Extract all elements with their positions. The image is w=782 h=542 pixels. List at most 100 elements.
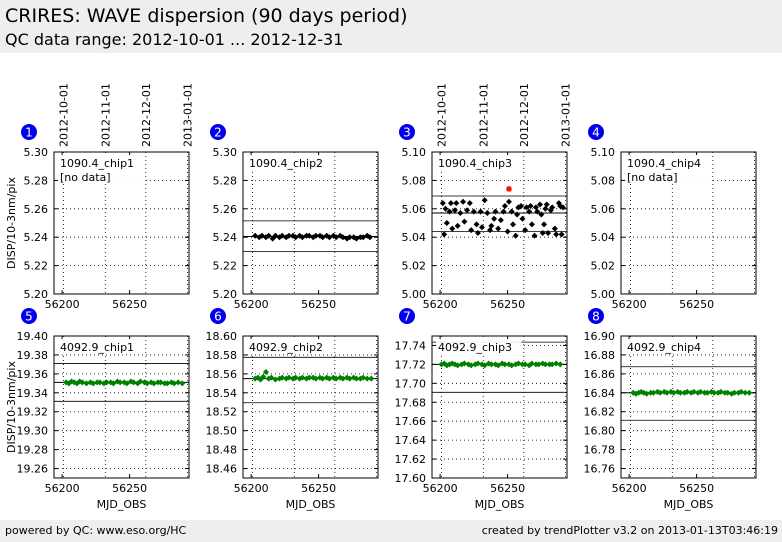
panel-3-data-point xyxy=(559,204,566,211)
panel-4-y-tick-label: 5.00 xyxy=(591,288,616,301)
panel-3-y-tick-label: 5.06 xyxy=(402,203,427,216)
panel-5-data-point xyxy=(157,379,164,386)
panel-7-data-point xyxy=(508,362,515,369)
panel-2-badge xyxy=(210,124,226,140)
panel-3-data-point xyxy=(534,208,541,215)
panel-6-data-point xyxy=(262,368,269,375)
panel-8-data-point xyxy=(643,390,650,397)
page-subtitle: QC data range: 2012-10-01 ... 2012-12-31 xyxy=(5,30,344,49)
panel-1-x-tick-label: 56200 xyxy=(45,298,80,311)
panel-4-y-tick-label: 5.02 xyxy=(591,260,616,273)
panel-3-data-point xyxy=(553,231,560,238)
panel-7-data-point xyxy=(542,361,549,368)
panel-3-date-label: 2012-12-01 xyxy=(518,83,531,147)
panel-6-data-point xyxy=(292,374,299,381)
panel-8-data-point xyxy=(738,388,745,395)
panel-1-y-tick-label: 5.30 xyxy=(24,146,49,159)
panel-5-data-point xyxy=(90,380,97,387)
panel-7-y-tick-label: 17.64 xyxy=(395,434,427,447)
panel-3-data-point xyxy=(541,221,548,228)
panel-2-label: 1090.4_chip2 xyxy=(249,157,323,170)
panel-3-data-point xyxy=(545,229,552,236)
panel-3-data-point xyxy=(478,224,485,231)
panel-1-badge xyxy=(21,124,37,140)
panel-6-x-tick-label: 56250 xyxy=(301,482,336,495)
panel-7-badge-number: 7 xyxy=(403,310,411,324)
panel-5-y-tick-label: 19.32 xyxy=(17,406,49,419)
panel-3-data-point xyxy=(464,207,471,214)
panel-8-badge xyxy=(588,308,604,324)
panel-6-badge xyxy=(210,308,226,324)
panel-6-data-point xyxy=(260,373,267,380)
panel-2-y-tick-label: 5.22 xyxy=(213,260,238,273)
panel-5-data-point xyxy=(150,380,157,387)
panel-8-y-tick-label: 16.76 xyxy=(584,463,616,476)
panel-3-data-point xyxy=(492,208,499,215)
panel-5-data-point xyxy=(96,379,103,386)
panel-5-y-tick-label: 19.38 xyxy=(17,349,49,362)
panel-3-data-point xyxy=(518,202,525,209)
panel-5-y-tick-label: 19.40 xyxy=(17,330,49,343)
panel-8-frame xyxy=(620,335,757,479)
panel-7-data-point xyxy=(501,361,508,368)
panel-3-data-point xyxy=(460,198,467,205)
panel-3-data-point xyxy=(468,227,475,234)
panel-8-data-point xyxy=(670,389,677,396)
panel-2-x-tick-label: 56200 xyxy=(234,298,269,311)
panel-2-data-point xyxy=(285,232,292,239)
panel-3-data-point xyxy=(539,229,546,236)
panel-8-data-point xyxy=(650,389,657,396)
panel-1-y-tick-label: 5.24 xyxy=(24,231,49,244)
panel-4-x-tick-label: 56250 xyxy=(679,298,714,311)
panel-5-data-point xyxy=(164,380,171,387)
footer-created: created by trendPlotter v3.2 on 2013-01-… xyxy=(481,524,778,537)
panel-5-y-tick-label: 19.28 xyxy=(17,444,49,457)
panel-2-data-point xyxy=(312,232,319,239)
panel-7-data-point xyxy=(468,362,475,369)
panel-2-x-tick-label: 56250 xyxy=(301,298,336,311)
panel-5-x-tick-label: 56200 xyxy=(45,482,80,495)
panel-7-frame xyxy=(431,335,568,479)
panel-6-y-tick-label: 18.60 xyxy=(206,330,238,343)
panel-6-data-point xyxy=(353,375,360,382)
panel-3-y-tick-label: 5.00 xyxy=(402,288,427,301)
panel-3-data-point xyxy=(484,210,491,217)
panel-8-data-point xyxy=(697,388,704,395)
panel-1-y-tick-label: 5.20 xyxy=(24,288,49,301)
panel-3-data-point xyxy=(543,201,550,208)
panel-3-data-point xyxy=(504,228,511,235)
panel-3-data-point xyxy=(470,208,477,215)
panel-3-data-point xyxy=(491,215,498,222)
panel-6-data-point xyxy=(319,375,326,382)
panel-3-outlier-point xyxy=(505,185,512,192)
panel-3-data-point xyxy=(497,217,504,224)
panel-3-badge xyxy=(399,124,415,140)
panel-8-data-point xyxy=(746,389,753,396)
panel-5-data-point xyxy=(79,379,86,386)
panel-5-data-point xyxy=(103,379,110,386)
panel-3-data-point xyxy=(442,205,449,212)
panel-3-data-point xyxy=(441,231,448,238)
panel-7-data-point xyxy=(522,361,529,368)
panel-3-data-point xyxy=(549,204,556,211)
panel-3-data-point xyxy=(500,208,507,215)
panel-7-data-point xyxy=(557,361,564,368)
panel-5-x-tick-label: 56250 xyxy=(112,482,147,495)
panel-7-x-axis-label: MJD_OBS xyxy=(475,498,525,511)
panel-1-label: 1090.4_chip1 xyxy=(60,157,134,170)
panel-1-y-tick-label: 5.26 xyxy=(24,203,49,216)
panel-1-label-box xyxy=(58,155,144,183)
panel-5-data-point xyxy=(130,379,137,386)
panel-3-data-point xyxy=(466,200,473,207)
panel-3-x-tick-label: 56200 xyxy=(423,298,458,311)
panel-7-badge xyxy=(399,308,415,324)
panel-3-data-point xyxy=(519,215,526,222)
panel-4-y-tick-label: 5.10 xyxy=(591,146,616,159)
panel-3-data-point xyxy=(537,201,543,208)
panel-7-y-tick-label: 17.74 xyxy=(395,339,427,352)
panel-2-y-tick-label: 5.26 xyxy=(213,203,238,216)
panel-3-data-point xyxy=(488,222,495,229)
panel-3-data-point xyxy=(477,208,484,215)
panel-6-y-tick-label: 18.56 xyxy=(206,368,238,381)
